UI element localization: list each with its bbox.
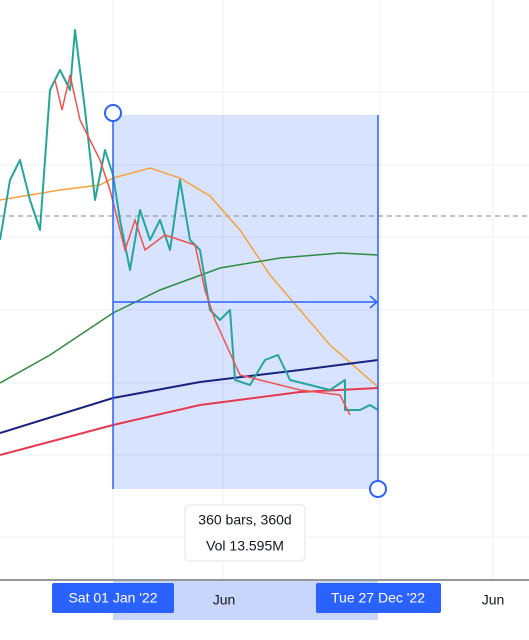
range-start-label: Sat 01 Jan '22 (68, 590, 157, 606)
range-handle-end[interactable] (369, 480, 387, 498)
ma-green (0, 252, 379, 384)
range-handle-start[interactable] (104, 104, 122, 122)
ma-red (0, 387, 379, 456)
axis-label: Jun (482, 592, 505, 608)
grid (0, 0, 529, 580)
tooltip-box (184, 504, 306, 562)
tooltip-line: 360 bars, 360d (198, 512, 291, 528)
arrow-head (369, 295, 379, 309)
price-candles-down (54, 74, 351, 416)
ma-navy (0, 359, 379, 434)
range-end-badge (316, 583, 441, 613)
price-candles (0, 29, 379, 411)
range-end-label: Tue 27 Dec '22 (331, 590, 425, 606)
time-axis: Jun Jun Sat 01 Jan '22 Tue 27 Dec '22 (0, 579, 529, 640)
tooltip: 360 bars, 360d Vol 13.595M (184, 504, 306, 562)
axis-label: Jun (213, 592, 236, 608)
tooltip-line: Vol 13.595M (206, 538, 284, 554)
range-start-badge (52, 583, 174, 613)
